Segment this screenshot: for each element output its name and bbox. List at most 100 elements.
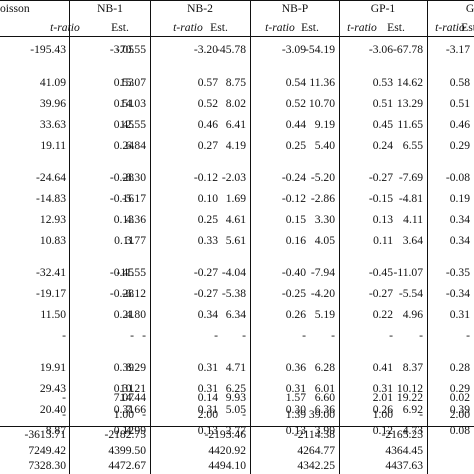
table-cell: 0.28	[449, 361, 470, 374]
table-cell: 0.26	[372, 403, 393, 416]
table-cell: 1.39	[285, 408, 306, 421]
table-cell: 5.40	[314, 139, 335, 152]
table-cell: 0.51	[372, 97, 393, 110]
table-cell: 0.57	[197, 76, 218, 89]
table-cell: 5.61	[225, 234, 246, 247]
table-cell: 6.41	[225, 118, 246, 131]
table-cell: 0.30	[285, 403, 306, 416]
table-cell: 1.00	[113, 408, 134, 421]
table-cell: -0.08	[445, 171, 470, 184]
table-cell: 6.34	[225, 308, 246, 321]
table-cell: 0.51	[449, 97, 470, 110]
table-cell: 39.00	[308, 408, 335, 421]
table-cell: -54.19	[305, 43, 335, 56]
table-cell: -0.35	[445, 266, 470, 279]
table-cell: 8.75	[225, 76, 246, 89]
table-cell: 6.92	[402, 403, 423, 416]
table-cell: -5.20	[310, 171, 335, 184]
stat-cell: 7249.42	[28, 444, 66, 457]
table-cell: 14.44	[119, 391, 146, 404]
table-cell: 0.45	[113, 118, 134, 131]
table-cell: -5.54	[398, 287, 423, 300]
table-cell: 0.31	[197, 382, 218, 395]
stat-cell: -2114.38	[293, 428, 335, 441]
table-cell: -70.55	[116, 43, 146, 56]
stat-cell: 4437.63	[385, 459, 423, 472]
table-cell: 8.87	[45, 424, 66, 437]
table-cell: -0.27	[368, 171, 393, 184]
stat-cell: 4342.25	[297, 459, 335, 472]
table-cell: 0.14	[197, 391, 218, 404]
table-cell: 0.19	[449, 192, 470, 205]
table-cell: -0.45	[368, 266, 393, 279]
table-cell: 5.05	[225, 403, 246, 416]
table-cell: 0.11	[373, 234, 393, 247]
table-cell: -0.45	[109, 266, 134, 279]
table-cell: 11.36	[309, 76, 335, 89]
table-cell: 0.25	[197, 213, 218, 226]
table-cell: -3.09	[281, 43, 306, 56]
table-cell: 0.13	[285, 424, 306, 437]
table-cell: 0.29	[449, 382, 470, 395]
stat-cell: -3613.71	[24, 428, 66, 441]
table-cell: 0.31	[285, 382, 306, 395]
table-cell: -7.69	[398, 171, 423, 184]
table-cell: -45.78	[216, 43, 246, 56]
table-cell: 33.63	[39, 118, 66, 131]
table-cell: 0.08	[449, 424, 470, 437]
column-header: t-ratio	[173, 21, 203, 34]
table-cell: -11.55	[116, 266, 146, 279]
table-cell: 8.02	[225, 97, 246, 110]
table-cell: 0.31	[113, 382, 134, 395]
column-header: Est.	[387, 21, 405, 34]
table-cell: 1.00	[372, 408, 393, 421]
table-cell: 4.05	[314, 234, 335, 247]
group-header: GP-1	[370, 2, 396, 15]
table-cell: -0.28	[109, 171, 134, 184]
header-rule	[0, 36, 474, 37]
table-cell: -0.40	[281, 266, 306, 279]
table-cell: -0.12	[281, 192, 306, 205]
table-cell: -0.25	[281, 287, 306, 300]
table-cell: -0.34	[445, 287, 470, 300]
table-cell: -3.17	[445, 43, 470, 56]
table-cell: 2.00	[449, 408, 470, 421]
table-cell: 0.31	[372, 382, 393, 395]
table-cell: 0.10	[197, 192, 218, 205]
group-header: NB-P	[281, 2, 309, 15]
stat-cell: -2193.46	[204, 428, 246, 441]
table-cell: 0.27	[197, 139, 218, 152]
table-cell: 0.46	[449, 118, 470, 131]
table-cell: 0.21	[113, 308, 134, 321]
table-cell: -	[419, 329, 423, 342]
table-cell: -5.38	[221, 287, 246, 300]
table-cell: -	[242, 408, 246, 421]
table-cell: 3.64	[402, 234, 423, 247]
table-cell: 0.46	[197, 118, 218, 131]
column-divider	[339, 0, 340, 474]
table-cell: 4.71	[225, 361, 246, 374]
table-cell: -14.83	[36, 192, 66, 205]
table-cell: -19.17	[36, 287, 66, 300]
table-cell: 0.02	[449, 391, 470, 404]
table-cell: -	[130, 329, 134, 342]
table-cell: 4.11	[403, 213, 423, 226]
table-cell: 29.43	[39, 382, 66, 395]
table-cell: -0.27	[193, 287, 218, 300]
table-cell: -67.78	[393, 43, 423, 56]
table-cell: 7.07	[113, 391, 134, 404]
table-cell: -2.86	[310, 192, 335, 205]
table-cell: 0.45	[372, 118, 393, 131]
stat-cell: 4364.45	[385, 444, 423, 457]
table-cell: 10.12	[396, 382, 423, 395]
table-cell: -32.41	[36, 266, 66, 279]
table-cell: 0.53	[372, 76, 393, 89]
table-cell: -4.81	[398, 192, 423, 205]
column-header: Est.	[301, 21, 319, 34]
table-cell: -	[389, 329, 393, 342]
column-divider	[427, 0, 428, 474]
table-cell: 0.52	[197, 97, 218, 110]
column-header: t-ratio	[265, 21, 295, 34]
table-cell: 13.29	[396, 97, 423, 110]
stat-cell: 4399.50	[108, 444, 146, 457]
